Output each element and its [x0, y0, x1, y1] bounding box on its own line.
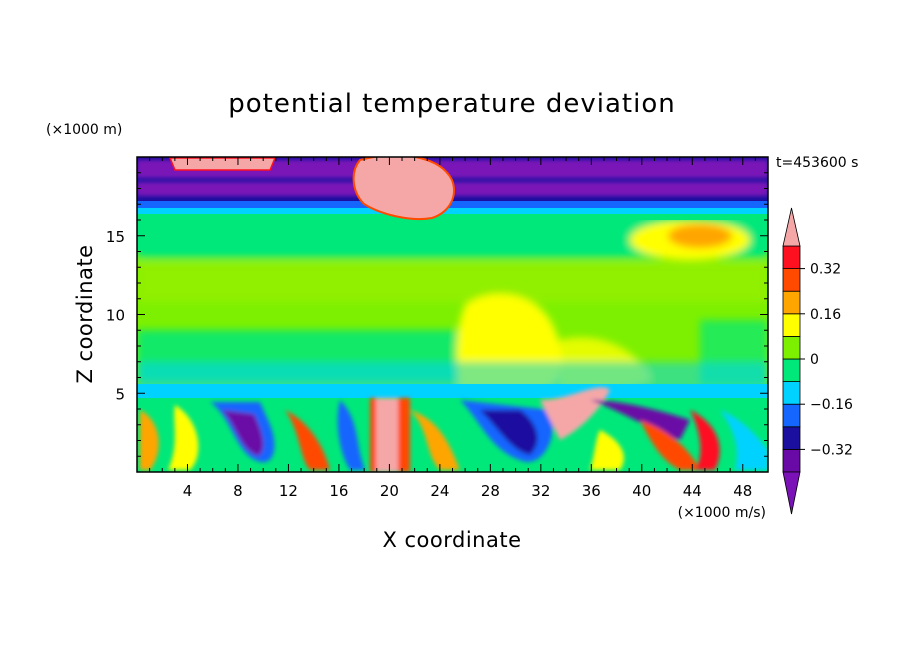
colorbar-segment	[782, 448, 801, 473]
colorbar-segment	[782, 426, 801, 450]
x-tick-label: 20	[380, 482, 399, 500]
x-axis-unit: (×1000 m/s)	[678, 505, 766, 521]
colorbar-segment	[782, 358, 801, 383]
colorbar-label: −0.16	[810, 397, 853, 413]
heatmap-field	[137, 157, 768, 472]
x-tick-label: 24	[430, 482, 449, 500]
x-tick-label: 28	[481, 482, 500, 500]
colorbar-label: −0.32	[810, 442, 853, 458]
x-tick-label: 12	[279, 482, 298, 500]
colorbar-segment	[782, 381, 801, 405]
y-tick-label: 10	[106, 307, 125, 325]
colorbar-segment	[782, 245, 801, 270]
chart-title: potential temperature deviation	[228, 89, 675, 119]
y-tick-label: 15	[106, 228, 125, 246]
x-tick-label: 48	[733, 482, 752, 500]
time-label: t=453600 s	[776, 155, 858, 171]
y-tick-label: 5	[115, 385, 125, 403]
colorbar-segment	[782, 290, 801, 315]
y-axis-label: Z coordinate	[73, 244, 97, 383]
colorbar-segment	[782, 313, 801, 337]
colorbar-segment	[782, 268, 801, 292]
x-tick-label: 16	[329, 482, 348, 500]
x-axis-ticks: 4 8 12 16 20 24 28 32 36 40 44 48	[149, 157, 756, 500]
colorbar-over-arrow	[782, 207, 801, 247]
colorbar-segment	[782, 403, 801, 428]
x-tick-label: 44	[683, 482, 702, 500]
colorbar: 0.32 0.16 0 −0.16 −0.32	[782, 207, 853, 515]
x-tick-label: 40	[632, 482, 651, 500]
x-tick-label: 8	[233, 482, 243, 500]
x-tick-label: 4	[183, 482, 193, 500]
colorbar-under-arrow	[782, 471, 801, 515]
x-tick-label: 32	[531, 482, 550, 500]
colorbar-segment	[782, 335, 801, 360]
x-tick-label: 36	[582, 482, 601, 500]
x-axis-label: X coordinate	[382, 528, 521, 552]
colorbar-label: 0.32	[810, 262, 841, 278]
y-axis-ticks: 5 10 15	[106, 172, 768, 457]
colorbar-label: 0	[810, 352, 819, 368]
y-axis-unit: (×1000 m)	[46, 122, 122, 138]
colorbar-label: 0.16	[810, 307, 841, 323]
